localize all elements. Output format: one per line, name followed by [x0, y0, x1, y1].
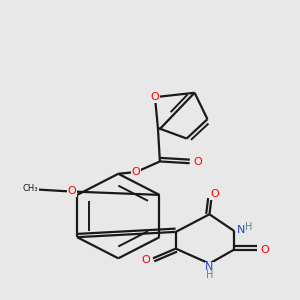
- Text: N: N: [205, 262, 214, 272]
- Text: O: O: [68, 186, 76, 197]
- Text: O: O: [151, 92, 159, 102]
- Text: O: O: [132, 167, 140, 177]
- Text: H: H: [245, 223, 253, 232]
- Text: N: N: [237, 224, 245, 235]
- Text: O: O: [260, 244, 269, 254]
- Text: O: O: [141, 255, 150, 265]
- Text: O: O: [194, 157, 202, 167]
- Text: O: O: [210, 189, 219, 199]
- Text: CH₃: CH₃: [23, 184, 38, 193]
- Text: H: H: [206, 271, 213, 281]
